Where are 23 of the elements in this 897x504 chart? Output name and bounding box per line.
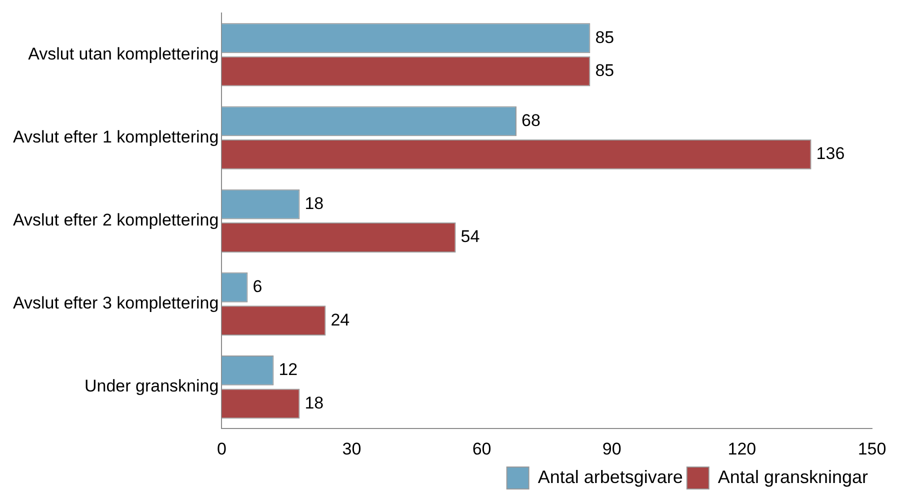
data-label: 12 bbox=[278, 360, 298, 380]
y-tick-label: Avslut utan komplettering bbox=[28, 44, 219, 64]
data-label: 68 bbox=[521, 110, 540, 130]
data-label: 54 bbox=[460, 227, 480, 246]
x-tick-label: 120 bbox=[728, 439, 756, 458]
data-label: 85 bbox=[595, 61, 614, 80]
legend-label: Antal granskningar bbox=[718, 466, 868, 487]
data-label: 18 bbox=[304, 194, 324, 213]
x-tick-label: 60 bbox=[472, 439, 492, 458]
data-label: 85 bbox=[595, 28, 614, 47]
x-tick-label: 90 bbox=[602, 439, 622, 458]
y-tick-label: Under granskning bbox=[84, 376, 219, 396]
data-label: 24 bbox=[330, 310, 350, 330]
data-label: 136 bbox=[816, 144, 845, 164]
x-tick-label: 30 bbox=[342, 439, 362, 458]
x-tick-label: 150 bbox=[858, 439, 886, 458]
data-label: 6 bbox=[252, 277, 262, 296]
y-tick-label: Avslut efter 2 komplettering bbox=[12, 210, 219, 230]
legend-label: Antal arbetsgivare bbox=[538, 466, 683, 487]
data-label: 18 bbox=[304, 393, 324, 412]
y-tick-label: Avslut efter 3 komplettering bbox=[12, 294, 219, 313]
x-tick-label: 0 bbox=[216, 439, 226, 458]
y-tick-label: Avslut efter 1 komplettering bbox=[12, 128, 219, 147]
